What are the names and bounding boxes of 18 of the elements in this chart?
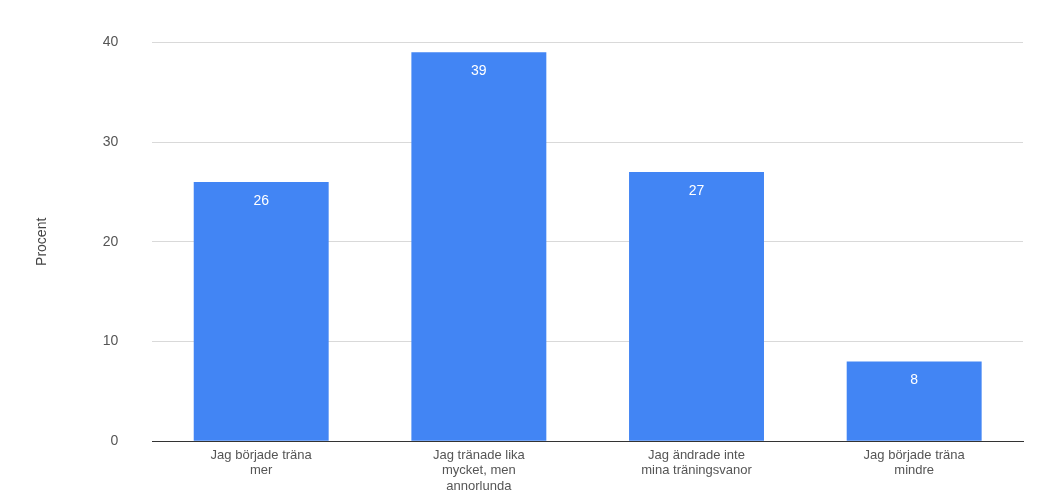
y-tick-label: 20: [102, 232, 119, 249]
bar: [629, 172, 764, 441]
y-axis-title: Procent: [33, 217, 50, 266]
bar: [411, 52, 547, 441]
y-tick-label: 40: [102, 33, 119, 50]
x-tick-label: Jag tränade lika mycket, men annorlunda: [432, 446, 526, 493]
data-label: 8: [910, 371, 919, 388]
x-tick-label: Jag började träna mindre: [863, 446, 966, 478]
y-tick-label: 30: [102, 132, 119, 149]
data-label: 39: [471, 62, 487, 79]
data-label: 26: [253, 191, 270, 208]
bar: [193, 181, 329, 441]
data-label: 27: [688, 181, 705, 198]
x-tick-label: Jag började träna mer: [210, 446, 313, 478]
y-tick-label: 10: [102, 332, 119, 349]
y-tick-label: 0: [110, 432, 119, 449]
bar: [846, 361, 982, 441]
x-tick-label: Jag ändrade inte mina träningsvanor: [641, 446, 753, 478]
